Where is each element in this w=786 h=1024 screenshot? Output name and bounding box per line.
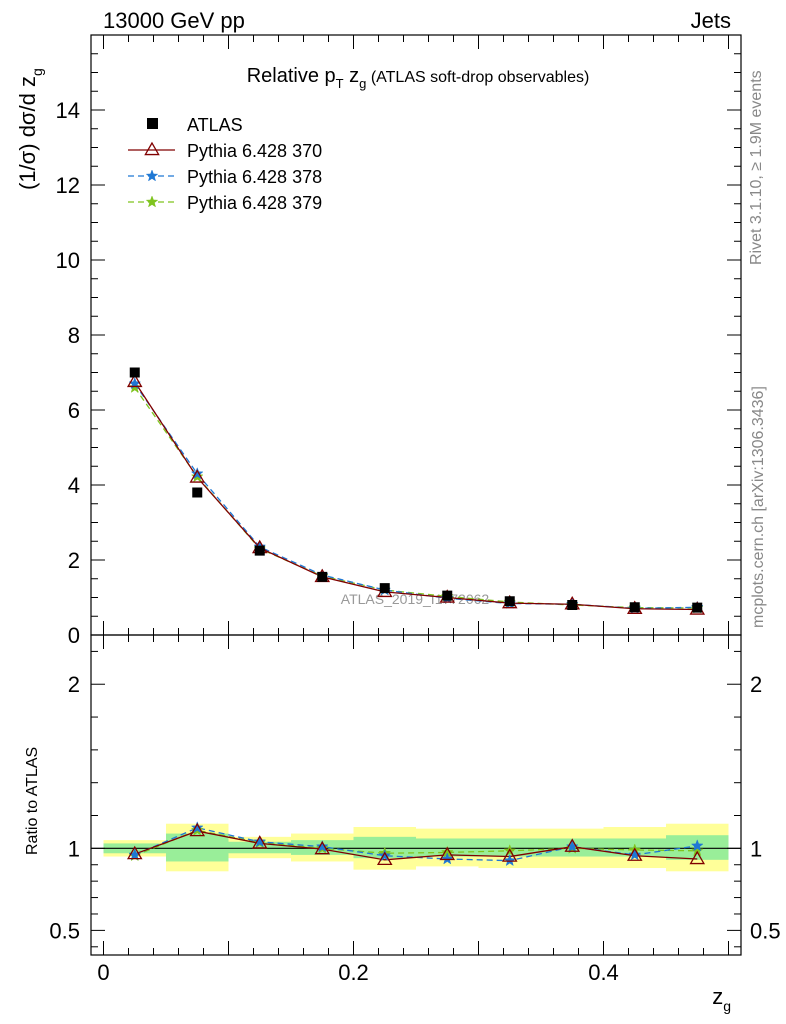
ratio-plot: 0.5 0.5 1 1 2 2 0 0.2 0.4 Ratio to ATLAS zg bbox=[24, 634, 781, 1014]
ratio-y-tick-label-right: 0.5 bbox=[750, 918, 781, 943]
header-left: 13000 GeV pp bbox=[103, 8, 245, 33]
y-tick-label: 2 bbox=[68, 548, 80, 573]
ratio-y-tick-label: 2 bbox=[68, 672, 80, 697]
y-tick-label: 8 bbox=[68, 323, 80, 348]
ratio-series-marker bbox=[690, 839, 704, 852]
y-tick-label: 12 bbox=[56, 173, 80, 198]
legend-atlas-label: ATLAS bbox=[187, 115, 243, 135]
ratio-series-marker bbox=[565, 839, 579, 853]
ratio-series-marker bbox=[253, 835, 267, 848]
y-tick-label: 14 bbox=[56, 98, 80, 123]
mcplots-label: mcplots.cern.ch [arXiv:1306.3436] bbox=[750, 386, 767, 628]
legend: ATLAS Pythia 6.428 370 Pythia 6.428 378 Pyt… bbox=[128, 115, 322, 213]
ratio-series-marker bbox=[314, 840, 331, 855]
ratio-series-lines bbox=[134, 827, 698, 862]
ratio-series-marker bbox=[378, 849, 392, 862]
x-tick-labels: 0 0.2 0.4 bbox=[97, 960, 618, 985]
main-series-marker bbox=[189, 469, 206, 483]
atlas-data-point bbox=[567, 600, 578, 610]
main-series-marker bbox=[190, 467, 204, 480]
ratio-series-marker bbox=[626, 847, 643, 861]
ratio-frame bbox=[90, 634, 742, 956]
x-axis-label: zg bbox=[712, 984, 731, 1014]
ratio-series-marker bbox=[439, 846, 456, 861]
ratio-series-marker bbox=[128, 848, 142, 861]
ratio-series-line bbox=[134, 829, 698, 857]
legend-marker bbox=[145, 195, 159, 208]
y-tick-label: 0 bbox=[68, 623, 80, 648]
atlas-data-point bbox=[692, 602, 703, 613]
ratio-y-tick-label-right: 1 bbox=[750, 836, 762, 861]
atlas-data-point bbox=[192, 487, 203, 498]
atlas-data-point bbox=[317, 571, 328, 582]
main-y-tick-labels: 0 2 4 6 8 10 12 14 bbox=[56, 98, 80, 648]
ratio-series-marker bbox=[315, 839, 329, 853]
main-series-marker bbox=[126, 373, 143, 388]
ratio-series-marker bbox=[501, 848, 518, 862]
main-series-lines bbox=[134, 381, 698, 611]
ratio-series-marker bbox=[440, 852, 454, 865]
main-series-line bbox=[134, 387, 698, 609]
ratio-series-marker bbox=[251, 835, 268, 849]
ratio-y-tick-labels: 0.5 0.5 1 1 2 2 bbox=[49, 672, 780, 943]
rivet-label: Rivet 3.1.10, ≥ 1.9M events bbox=[748, 70, 765, 265]
atlas-data-point bbox=[379, 583, 390, 594]
ratio-series-marker bbox=[503, 853, 517, 867]
legend-marker bbox=[145, 169, 159, 182]
main-series-line bbox=[134, 383, 698, 610]
y-tick-label: 4 bbox=[68, 473, 80, 498]
ratio-series-marker bbox=[126, 845, 143, 860]
ratio-y-tick-label: 1 bbox=[68, 836, 80, 861]
ratio-series-marker bbox=[689, 850, 706, 865]
atlas-data-point bbox=[504, 596, 515, 607]
y-axis-label: (1/σ) dσ/d zg bbox=[15, 68, 45, 190]
legend-atlas-marker bbox=[147, 118, 158, 129]
legend-label: Pythia 6.428 379 bbox=[187, 193, 322, 213]
main-axis-ticks bbox=[91, 34, 741, 636]
x-tick-label: 0 bbox=[97, 960, 109, 985]
ratio-series-marker bbox=[564, 838, 581, 852]
ratio-y-axis-label: Ratio to ATLAS bbox=[24, 747, 41, 855]
ratio-y-tick-label-right: 2 bbox=[750, 672, 762, 697]
main-series-markers bbox=[126, 373, 706, 615]
y-tick-label: 10 bbox=[56, 248, 80, 273]
ratio-series-markers bbox=[126, 821, 706, 867]
ratio-series-marker bbox=[376, 851, 393, 866]
header-right: Jets bbox=[691, 8, 731, 33]
atlas-data-point bbox=[442, 590, 453, 601]
x-tick-label: 0.2 bbox=[338, 960, 369, 985]
ratio-series-marker bbox=[690, 844, 704, 857]
legend-marker bbox=[144, 141, 160, 156]
atlas-data-point bbox=[129, 367, 140, 378]
atlas-data-point bbox=[629, 602, 640, 613]
ratio-axis-ticks bbox=[91, 635, 741, 955]
atlas-data-point bbox=[254, 545, 265, 556]
ratio-series-line bbox=[134, 830, 698, 861]
ratio-series-marker bbox=[190, 821, 204, 834]
ratio-series-marker bbox=[189, 822, 206, 837]
ratio-series-marker bbox=[628, 848, 642, 861]
x-tick-label: 0.4 bbox=[588, 960, 619, 985]
legend-label: Pythia 6.428 378 bbox=[187, 167, 322, 187]
ratio-series-line bbox=[134, 827, 698, 862]
main-series-line bbox=[134, 381, 698, 611]
plot-title: Relative pT zg (ATLAS soft-drop observab… bbox=[247, 65, 590, 91]
atlas-data-points bbox=[129, 367, 703, 613]
y-tick-label: 6 bbox=[68, 398, 80, 423]
legend-label: Pythia 6.428 370 bbox=[187, 141, 322, 161]
ratio-y-tick-label: 0.5 bbox=[49, 918, 80, 943]
